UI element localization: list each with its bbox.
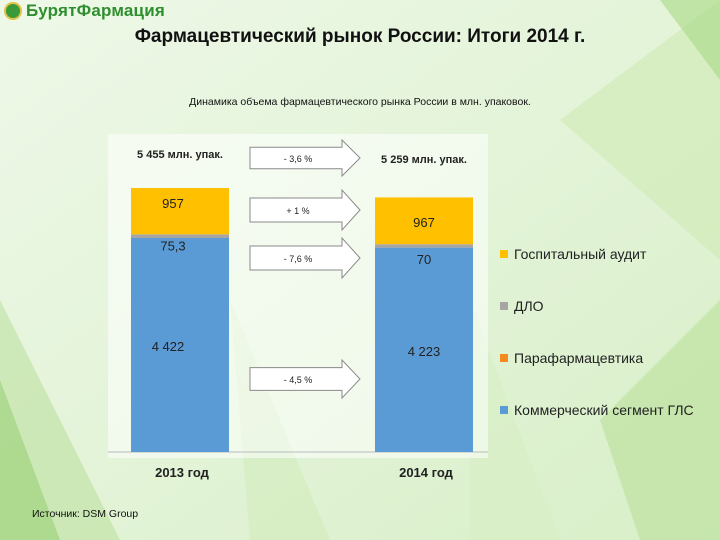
legend-swatch-hospital: [500, 250, 508, 258]
bar-1-series-4: [131, 188, 229, 235]
brand-logo: БурятФармация: [4, 0, 165, 22]
data-label-1-series-1: 4 422: [152, 339, 185, 354]
change-arrow-commercial-label: - 4,5 %: [284, 375, 313, 385]
legend-label-parapharm: Парафармацевтика: [514, 350, 644, 366]
change-arrow-parapharm: [249, 236, 361, 280]
bar-2-series-1: [375, 247, 473, 452]
change-arrow-commercial: [249, 358, 361, 400]
category-label-2: 2014 год: [399, 465, 454, 480]
category-label-1: 2013 год: [155, 465, 210, 480]
legend-label-hospital: Госпитальный аудит: [514, 246, 647, 262]
data-label-1-series-4: 957: [162, 196, 184, 211]
total-label-2: 5 259 млн. упак.: [381, 154, 467, 166]
page-title: Фармацевтический рынок России: Итоги 201…: [134, 26, 586, 47]
total-label-1: 5 455 млн. упак.: [137, 149, 223, 161]
chart-title: Динамика объема фармацевтического рынка …: [189, 96, 531, 108]
bar-2-series-4: [375, 197, 473, 245]
bar-1-series-1: [131, 237, 229, 452]
bar-2-series-3: [375, 244, 473, 248]
legend-item-commercial: Коммерческий сегмент ГЛС: [500, 400, 700, 420]
change-arrow-total: [249, 138, 361, 178]
legend-item-hospital: Госпитальный аудит: [500, 244, 646, 264]
data-label-2-series-4: 967: [413, 215, 435, 230]
legend-item-parapharm: Парафармацевтика: [500, 348, 643, 368]
change-arrow-dlo-label: + 1 %: [286, 206, 309, 216]
data-label-1-series-3: 75,3: [160, 238, 185, 253]
legend-swatch-dlo: [500, 302, 508, 310]
change-arrow-parapharm-label: - 7,6 %: [284, 254, 313, 264]
legend-label-dlo: ДЛО: [514, 298, 544, 314]
change-arrow-total-label: - 3,6 %: [284, 154, 313, 164]
legend-label-commercial: Коммерческий сегмент ГЛС: [514, 402, 694, 418]
legend-swatch-parapharm: [500, 354, 508, 362]
data-label-2-series-1: 4 223: [408, 344, 441, 359]
data-label-2-series-3: 70: [417, 252, 431, 267]
change-arrow-dlo: [249, 188, 361, 232]
bar-1-series-3: [131, 234, 229, 238]
legend-swatch-commercial: [500, 406, 508, 414]
brand-name: БурятФармация: [26, 1, 165, 20]
source-note: Источник: DSM Group: [32, 508, 139, 520]
legend-item-dlo: ДЛО: [500, 296, 544, 316]
brand-logo-icon: [4, 2, 22, 20]
